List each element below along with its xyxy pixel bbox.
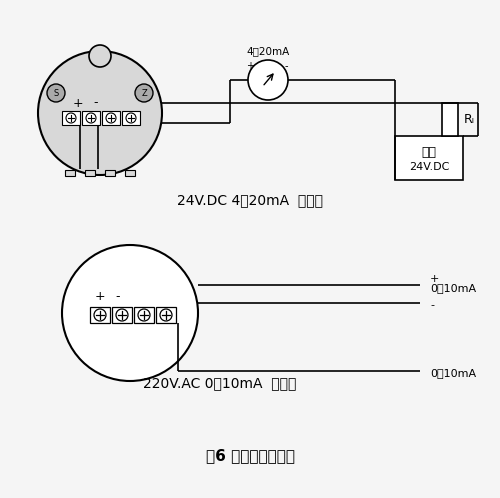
Text: +: + <box>246 61 254 71</box>
Text: 电源: 电源 <box>422 146 436 159</box>
Bar <box>65 170 75 176</box>
Text: S: S <box>54 89 59 98</box>
Bar <box>102 111 120 125</box>
Bar <box>442 103 458 136</box>
Bar <box>62 111 80 125</box>
Text: -: - <box>430 300 434 310</box>
Bar <box>125 170 135 176</box>
Bar <box>395 136 463 180</box>
Text: +: + <box>430 274 440 284</box>
Circle shape <box>47 84 65 102</box>
Bar <box>156 307 176 323</box>
Bar <box>112 307 132 323</box>
Circle shape <box>94 309 106 321</box>
Text: 24V.DC: 24V.DC <box>409 162 449 172</box>
Text: 24V.DC 4～20mA  两线制: 24V.DC 4～20mA 两线制 <box>177 193 323 207</box>
Bar <box>122 111 140 125</box>
Circle shape <box>160 309 172 321</box>
Text: 0～10mA: 0～10mA <box>430 368 476 378</box>
Circle shape <box>106 113 116 123</box>
Circle shape <box>126 113 136 123</box>
Circle shape <box>66 113 76 123</box>
Bar <box>134 307 154 323</box>
Bar <box>90 307 110 323</box>
Bar <box>105 170 115 176</box>
Text: -: - <box>116 290 120 303</box>
Text: Z: Z <box>141 89 147 98</box>
Circle shape <box>38 51 162 175</box>
Bar <box>85 170 95 176</box>
Text: -: - <box>284 61 288 71</box>
Text: 图6 电远传型接线图: 图6 电远传型接线图 <box>206 449 294 464</box>
Text: 220V.AC 0～10mA  四线制: 220V.AC 0～10mA 四线制 <box>144 376 296 390</box>
Text: 0～10mA: 0～10mA <box>430 283 476 293</box>
Circle shape <box>89 45 111 67</box>
Text: Rₗ: Rₗ <box>464 113 475 126</box>
Circle shape <box>62 245 198 381</box>
Circle shape <box>116 309 128 321</box>
Text: +: + <box>72 97 84 110</box>
Circle shape <box>248 60 288 100</box>
Text: 4～20mA: 4～20mA <box>246 46 290 56</box>
Circle shape <box>138 309 150 321</box>
Circle shape <box>86 113 96 123</box>
Text: +: + <box>94 290 106 303</box>
Text: -: - <box>94 97 98 110</box>
Bar <box>82 111 100 125</box>
Circle shape <box>135 84 153 102</box>
